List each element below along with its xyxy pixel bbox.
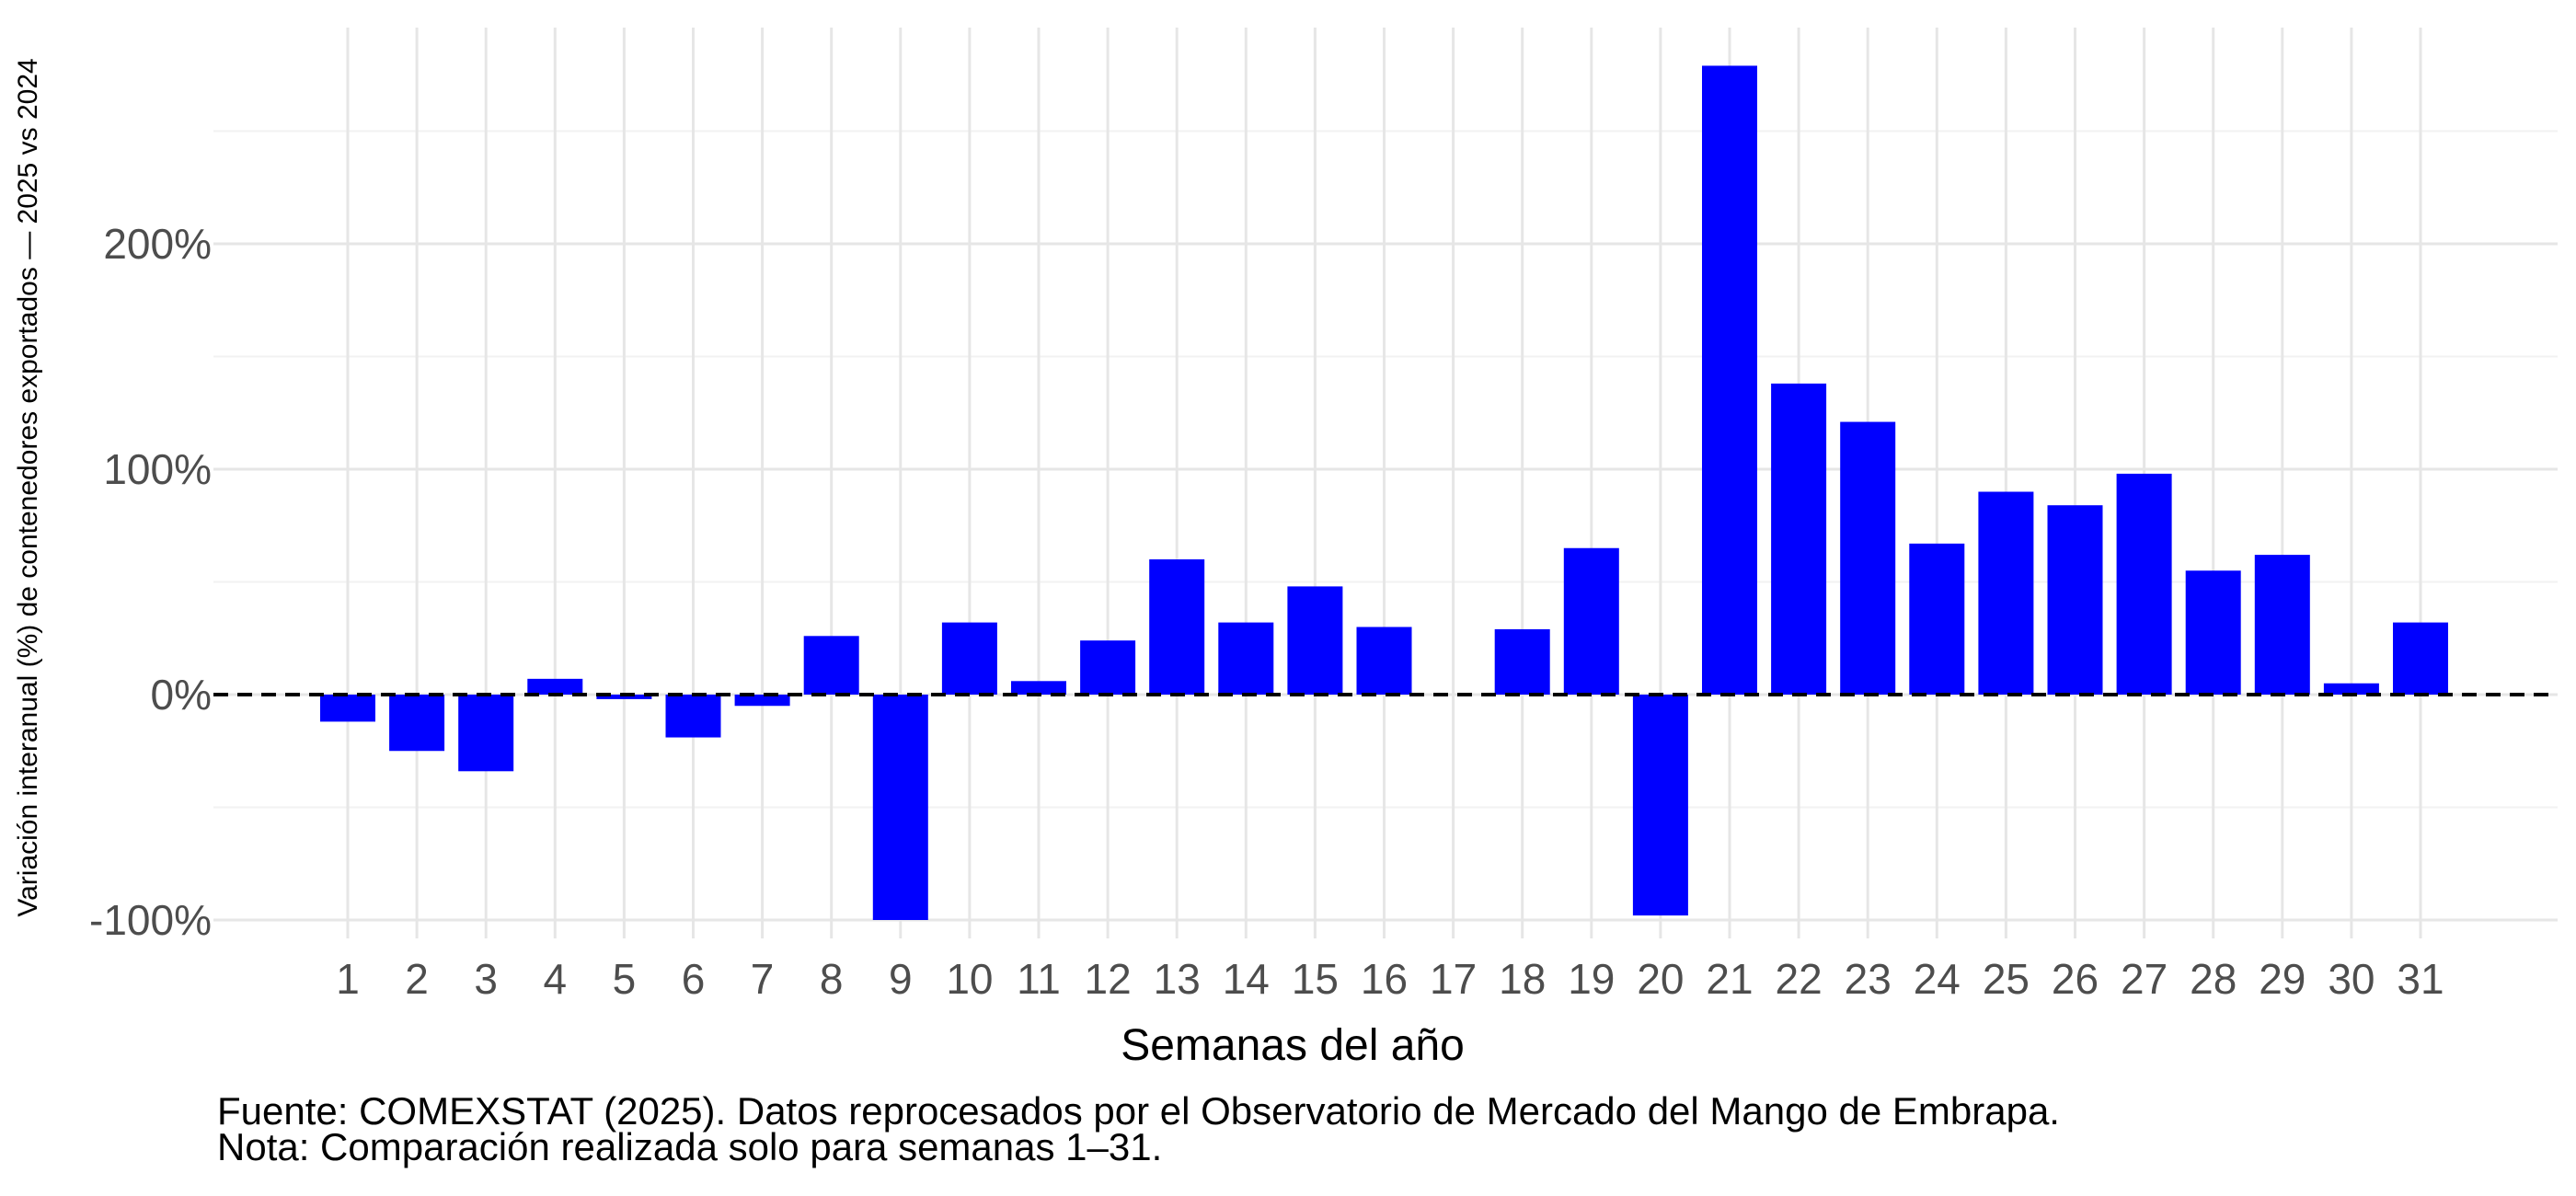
bar-week-14 bbox=[1218, 622, 1274, 695]
x-tick-label: 26 bbox=[2052, 955, 2099, 1003]
x-tick-label: 22 bbox=[1776, 955, 1823, 1003]
bar-week-23 bbox=[1840, 421, 1896, 695]
bar-week-26 bbox=[2047, 505, 2103, 695]
x-tick-label: 3 bbox=[474, 955, 498, 1003]
x-axis-ticks: 1 2 3 4 5 6 7 8 9 10 11 12 13 14 15 16 17 18 19 20 21 22 23 24 2… bbox=[336, 955, 2444, 1003]
x-tick-label: 18 bbox=[1499, 955, 1546, 1003]
x-tick-label: 12 bbox=[1085, 955, 1132, 1003]
x-tick-label: 9 bbox=[889, 955, 913, 1003]
bar-week-30 bbox=[2323, 683, 2379, 695]
x-tick-label: 13 bbox=[1154, 955, 1201, 1003]
x-tick-label: 5 bbox=[613, 955, 637, 1003]
x-tick-label: 21 bbox=[1706, 955, 1753, 1003]
y-axis-ticks: -100% 0% 100% 200% bbox=[89, 220, 212, 944]
x-tick-label: 10 bbox=[946, 955, 993, 1003]
x-tick-label: 23 bbox=[1845, 955, 1892, 1003]
bar-week-19 bbox=[1563, 547, 1619, 695]
grid-lines bbox=[213, 28, 2558, 938]
bar-week-13 bbox=[1149, 559, 1205, 695]
x-tick-label: 25 bbox=[1983, 955, 2030, 1003]
caption-source: Fuente: COMEXSTAT (2025). Datos reproces… bbox=[217, 1089, 2060, 1133]
x-tick-label: 1 bbox=[336, 955, 360, 1003]
x-tick-label: 30 bbox=[2328, 955, 2375, 1003]
bar-week-1 bbox=[320, 695, 375, 722]
x-tick-label: 15 bbox=[1292, 955, 1339, 1003]
bar-week-15 bbox=[1287, 586, 1343, 695]
bars bbox=[320, 65, 2448, 920]
x-tick-label: 6 bbox=[682, 955, 706, 1003]
bar-week-5 bbox=[596, 695, 652, 699]
bar-week-31 bbox=[2393, 622, 2448, 695]
bar-week-9 bbox=[872, 695, 928, 920]
x-tick-label: 4 bbox=[544, 955, 568, 1003]
bar-week-16 bbox=[1356, 627, 1412, 695]
bar-week-21 bbox=[1702, 65, 1757, 695]
y-tick-label: 200% bbox=[103, 220, 212, 268]
bar-week-27 bbox=[2116, 473, 2172, 695]
x-tick-label: 2 bbox=[405, 955, 429, 1003]
bar-week-4 bbox=[527, 678, 583, 695]
bar-week-6 bbox=[665, 695, 721, 738]
bar-week-3 bbox=[458, 695, 514, 772]
x-tick-label: 29 bbox=[2259, 955, 2306, 1003]
x-tick-label: 31 bbox=[2397, 955, 2444, 1003]
y-axis-title: Variación interanual (%) de contenedores… bbox=[13, 58, 43, 916]
y-tick-label: -100% bbox=[89, 896, 212, 944]
bar-week-28 bbox=[2185, 570, 2241, 695]
caption: Fuente: COMEXSTAT (2025). Datos reproces… bbox=[217, 1089, 2060, 1168]
bar-week-20 bbox=[1632, 695, 1688, 916]
x-tick-label: 16 bbox=[1361, 955, 1408, 1003]
caption-note: Nota: Comparación realizada solo para se… bbox=[217, 1125, 1163, 1168]
bar-week-25 bbox=[1978, 491, 2034, 695]
bar-week-12 bbox=[1080, 640, 1136, 695]
x-tick-label: 8 bbox=[820, 955, 844, 1003]
y-tick-label: 0% bbox=[151, 671, 212, 719]
x-tick-label: 14 bbox=[1223, 955, 1270, 1003]
bar-week-7 bbox=[734, 695, 790, 707]
x-axis-title: Semanas del año bbox=[1121, 1021, 1465, 1070]
bar-week-8 bbox=[803, 636, 859, 695]
x-tick-label: 19 bbox=[1568, 955, 1615, 1003]
x-tick-label: 20 bbox=[1637, 955, 1684, 1003]
y-tick-label: 100% bbox=[103, 445, 212, 493]
x-tick-label: 7 bbox=[751, 955, 775, 1003]
bar-week-24 bbox=[1909, 543, 1965, 695]
x-tick-label: 24 bbox=[1914, 955, 1961, 1003]
bar-week-18 bbox=[1494, 628, 1550, 695]
x-tick-label: 28 bbox=[2190, 955, 2237, 1003]
bar-week-29 bbox=[2254, 555, 2310, 695]
x-tick-label: 27 bbox=[2121, 955, 2168, 1003]
bar-week-10 bbox=[941, 622, 997, 695]
bar-week-22 bbox=[1771, 383, 1827, 695]
bar-week-2 bbox=[389, 695, 445, 752]
bar-week-11 bbox=[1011, 681, 1066, 695]
x-tick-label: 11 bbox=[1017, 955, 1061, 1003]
x-tick-label: 17 bbox=[1430, 955, 1477, 1003]
